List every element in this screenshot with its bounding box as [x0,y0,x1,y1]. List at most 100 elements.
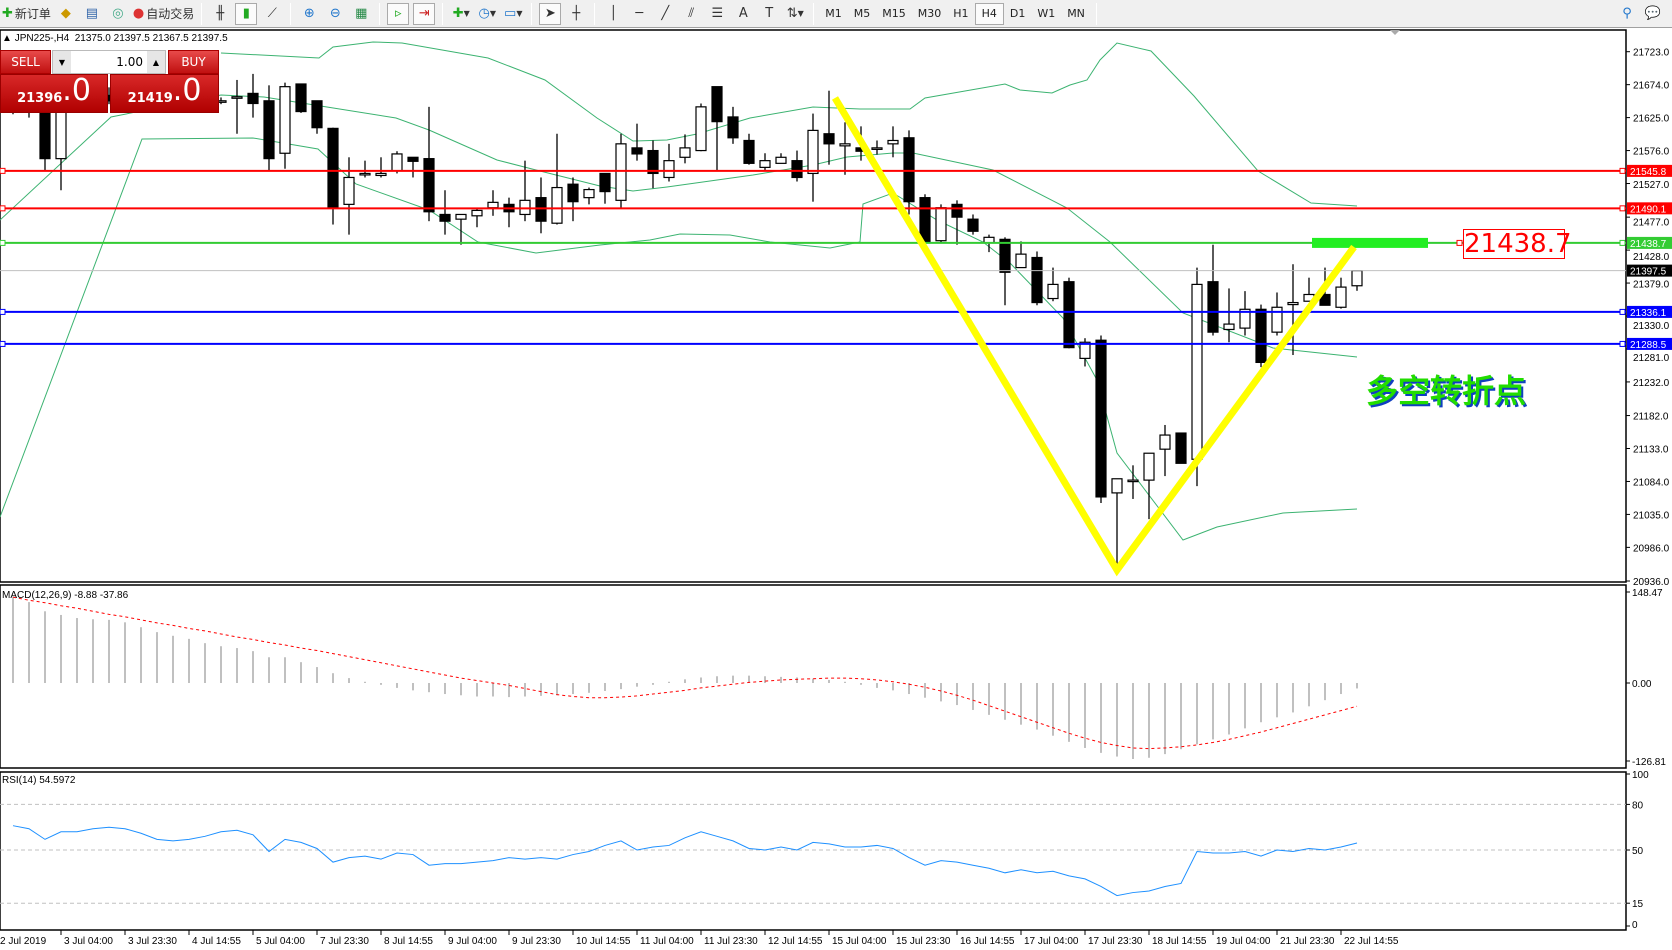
level-handle[interactable] [1619,239,1626,246]
candle-bullish[interactable] [1287,301,1299,306]
candle-bullish[interactable] [663,160,675,179]
candle-bullish[interactable] [359,172,371,176]
level-handle[interactable] [1619,205,1626,212]
signals-button[interactable]: ◎ [107,3,129,25]
lots-value[interactable]: 1.00 [116,55,143,69]
timeframe-m30[interactable]: M30 [917,7,942,20]
level-handle[interactable] [0,308,6,315]
candle-bullish[interactable] [615,143,627,201]
candle-bullish[interactable] [471,209,483,217]
candle-bearish[interactable] [535,197,547,222]
candle-bearish[interactable] [407,156,419,162]
candle-bullish[interactable] [679,147,691,158]
candle-bullish[interactable] [343,176,355,205]
level-handle[interactable] [0,167,6,174]
candle-bearish[interactable] [247,92,259,105]
trendline-button[interactable]: ╱ [654,3,676,25]
level-handle[interactable] [0,340,6,347]
level-handle[interactable] [1619,340,1626,347]
candle-bullish[interactable] [1159,434,1171,450]
level-handle[interactable] [1619,308,1626,315]
zoom-out-button[interactable]: ⊖ [324,3,346,25]
buy-button[interactable]: BUY [168,50,219,74]
candle-bullish[interactable] [839,143,851,147]
candle-bullish[interactable] [455,213,467,220]
candle-bearish[interactable] [567,183,579,203]
candle-bearish[interactable] [599,172,611,193]
bar-chart-button[interactable]: ╫ [209,3,231,25]
candle-bearish[interactable] [263,100,275,160]
candle-bullish[interactable] [1191,283,1203,460]
candle-bullish[interactable] [871,147,883,150]
candle-bearish[interactable] [1255,308,1267,364]
candle-bearish[interactable] [711,86,723,123]
fibonacci-button[interactable]: ☰ [706,3,728,25]
chart-shift-button[interactable]: ⇥ [413,2,436,25]
new-order-button[interactable]: ✚ 新订单 [2,6,51,21]
candle-bearish[interactable] [919,197,931,244]
candle-bearish[interactable] [423,158,435,213]
candle-bearish[interactable] [39,106,51,160]
candle-bullish[interactable] [391,153,403,172]
line-chart-button[interactable]: ⟋ [261,3,283,25]
candle-bearish[interactable] [999,238,1011,273]
annotation-anchor[interactable] [1456,239,1463,246]
candle-bearish[interactable] [1031,256,1043,304]
timeframe-m15[interactable]: M15 [882,7,906,20]
candle-bearish[interactable] [727,116,739,139]
timeframe-w1[interactable]: W1 [1037,7,1056,20]
timeframe-h1[interactable]: H1 [953,7,969,20]
candle-bearish[interactable] [951,203,963,218]
candle-bearish[interactable] [1207,281,1219,333]
candle-bullish[interactable] [1271,306,1283,333]
candle-bullish[interactable] [1351,270,1363,287]
zoom-in-button[interactable]: ⊕ [298,3,320,25]
candle-bearish[interactable] [1063,281,1075,349]
candle-bearish[interactable] [1175,432,1187,464]
candle-bearish[interactable] [295,83,307,113]
candle-bullish[interactable] [231,96,243,99]
candle-bullish[interactable] [935,207,947,242]
candle-bearish[interactable] [791,160,803,179]
market-watch-button[interactable]: ◆ [55,3,77,25]
candle-bearish[interactable] [631,147,643,155]
level-handle[interactable] [0,205,6,212]
lots-input[interactable]: ▼ 1.00 ▲ [52,50,166,74]
text-button[interactable]: A [732,3,754,25]
cursor-button[interactable]: ➤ [539,2,562,25]
timeframe-d1[interactable]: D1 [1009,7,1026,20]
candle-bullish[interactable] [1047,283,1059,300]
candle-bullish[interactable] [1223,323,1235,331]
candle-bullish[interactable] [279,86,291,154]
timeframe-h4[interactable]: H4 [974,2,1004,25]
candle-bullish[interactable] [759,160,771,168]
candle-bullish[interactable] [887,139,899,145]
candle-bearish[interactable] [1095,339,1107,498]
navigator-button[interactable]: ▤ [81,3,103,25]
candle-bearish[interactable] [311,100,323,129]
sell-button[interactable]: SELL [0,50,51,74]
candle-bullish[interactable] [375,172,387,177]
yellow-v-trendline[interactable] [831,96,1357,577]
crosshair-button[interactable]: ┼ [565,3,587,25]
auto-trading-button[interactable]: ● 自动交易 [132,6,195,21]
candle-bearish[interactable] [903,137,915,203]
candle-bullish[interactable] [1079,341,1091,359]
chat-button[interactable]: 💬 [1642,3,1664,25]
candle-chart-button[interactable]: ▮ [235,2,258,25]
candle-bullish[interactable] [1239,308,1251,329]
candle-bullish[interactable] [807,129,819,175]
arrows-button[interactable]: ⇅ ▼ [784,3,806,25]
candle-bearish[interactable] [743,139,755,164]
horizontal-line-button[interactable]: ─ [628,3,650,25]
candle-bearish[interactable] [823,133,835,145]
candle-bearish[interactable] [647,149,659,175]
tile-windows-button[interactable]: ▦ [350,3,372,25]
candle-bullish[interactable] [1015,253,1027,269]
channel-button[interactable]: ⫽ [680,3,702,25]
lots-increase-button[interactable]: ▲ [147,51,165,73]
candle-bullish[interactable] [775,156,787,164]
lots-decrease-button[interactable]: ▼ [53,51,71,73]
timeframe-m5[interactable]: M5 [853,7,871,20]
candle-bullish[interactable] [695,106,707,152]
